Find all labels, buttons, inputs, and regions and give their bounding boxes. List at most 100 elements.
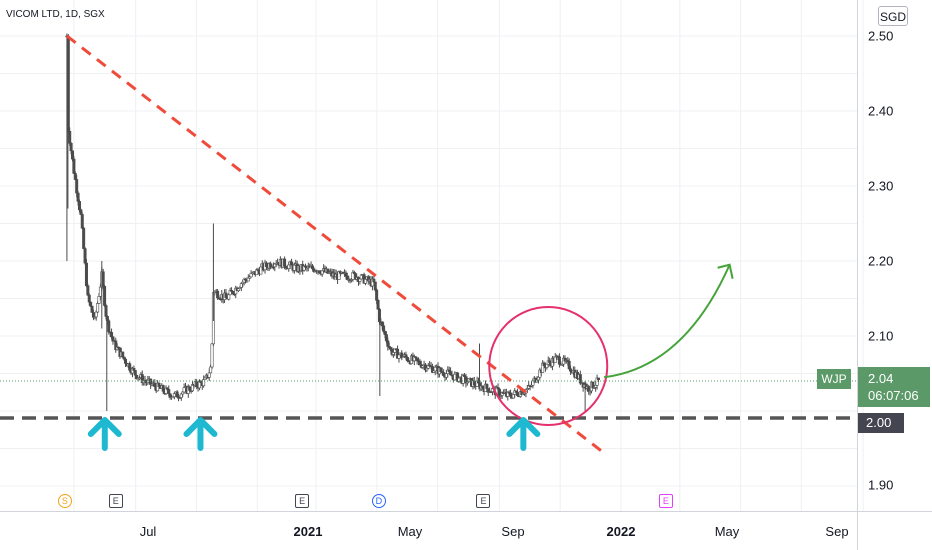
candle-body bbox=[531, 380, 535, 386]
currency-chip[interactable]: SGD bbox=[878, 6, 908, 26]
candle-body bbox=[110, 332, 114, 338]
bar-countdown: 06:07:06 bbox=[868, 388, 919, 403]
candle-body bbox=[210, 343, 214, 368]
candle-body bbox=[239, 283, 243, 288]
support-price-box: 2.00 bbox=[858, 413, 904, 433]
candle-body bbox=[453, 373, 457, 381]
candle-body bbox=[153, 382, 157, 387]
candle-body bbox=[167, 389, 171, 395]
projection-arrow bbox=[603, 264, 731, 379]
candle-body bbox=[283, 258, 287, 267]
candle-body bbox=[90, 305, 94, 313]
candle-body bbox=[227, 294, 231, 300]
candle-body bbox=[567, 360, 571, 370]
candle-body bbox=[80, 214, 84, 229]
event-marker[interactable]: E bbox=[658, 494, 673, 508]
candle-body bbox=[172, 393, 176, 398]
event-marker[interactable]: E bbox=[108, 494, 123, 508]
candle-body bbox=[246, 277, 250, 282]
candle-body bbox=[98, 286, 102, 297]
support-arrow bbox=[183, 417, 218, 451]
candle-body bbox=[91, 312, 95, 318]
candle-body bbox=[231, 290, 235, 295]
candle-body bbox=[391, 352, 395, 355]
candle-body bbox=[384, 334, 388, 342]
candle-body bbox=[82, 227, 86, 249]
candle-body bbox=[75, 179, 79, 194]
candle-body bbox=[128, 363, 132, 371]
candle-body bbox=[133, 370, 137, 376]
candle-body bbox=[442, 372, 446, 376]
candle-body bbox=[320, 270, 324, 275]
candle-body bbox=[596, 377, 600, 380]
event-marker[interactable]: E bbox=[476, 494, 491, 508]
candle-body bbox=[287, 264, 291, 269]
candle-body bbox=[578, 374, 582, 384]
candle-body bbox=[68, 131, 72, 144]
candle-body bbox=[161, 385, 165, 392]
candle-body bbox=[94, 311, 98, 318]
candle-body bbox=[79, 209, 83, 215]
candle-body bbox=[188, 386, 192, 391]
candle-body bbox=[101, 271, 105, 287]
candle-body bbox=[542, 362, 546, 367]
candle-body bbox=[122, 356, 126, 360]
candle-body bbox=[124, 358, 128, 364]
candle-body bbox=[71, 150, 75, 160]
event-marker[interactable]: E bbox=[295, 494, 310, 508]
candle-body bbox=[415, 357, 419, 361]
event-marker[interactable]: D bbox=[371, 494, 386, 508]
y-tick-label: 2.50 bbox=[868, 28, 894, 44]
candle-body bbox=[317, 270, 321, 274]
candle-body bbox=[375, 289, 379, 301]
candle-body bbox=[439, 367, 443, 372]
candle-body bbox=[83, 248, 87, 264]
candle-body bbox=[536, 376, 540, 381]
candle-body bbox=[207, 372, 211, 378]
y-tick-label: 2.40 bbox=[868, 103, 894, 119]
candle-body bbox=[72, 158, 76, 174]
candle-body bbox=[209, 366, 213, 374]
candle-body bbox=[344, 272, 348, 277]
candle-body bbox=[87, 294, 91, 303]
candle-body bbox=[444, 373, 448, 378]
candle-body bbox=[418, 360, 422, 365]
candle-body bbox=[86, 285, 90, 296]
candle-body bbox=[89, 301, 93, 307]
candle-body bbox=[569, 368, 573, 372]
candle-body bbox=[380, 321, 384, 327]
candle-body bbox=[121, 351, 125, 358]
candle-body bbox=[553, 356, 557, 363]
candle-body bbox=[73, 173, 77, 180]
candle-body bbox=[511, 394, 515, 399]
candle-body bbox=[449, 371, 453, 376]
candle-body bbox=[216, 290, 220, 299]
candle-body bbox=[175, 391, 179, 398]
candle-body bbox=[383, 331, 387, 335]
indicator-tag: WJP bbox=[817, 369, 851, 389]
candle-body bbox=[96, 303, 100, 313]
candle-body bbox=[202, 379, 206, 387]
candle-body bbox=[372, 278, 376, 283]
candle-body bbox=[179, 393, 183, 398]
candle-body bbox=[497, 388, 501, 397]
candle-body bbox=[310, 265, 314, 270]
candle-body bbox=[373, 281, 377, 291]
candle-body bbox=[259, 266, 263, 275]
x-tick-label: 2022 bbox=[606, 524, 636, 539]
candle-body bbox=[405, 357, 409, 362]
event-marker[interactable]: S bbox=[57, 494, 72, 508]
x-tick-label: Jul bbox=[139, 524, 157, 539]
y-tick-label: 2.30 bbox=[868, 178, 894, 194]
candle-body bbox=[376, 299, 380, 310]
candle-body bbox=[157, 382, 161, 387]
candle-body bbox=[84, 262, 88, 287]
candle-body bbox=[382, 325, 386, 332]
symbol-label: VICOM LTD, 1D, SGX bbox=[6, 9, 105, 20]
support-arrow bbox=[87, 417, 122, 451]
breakout-circle bbox=[488, 306, 609, 426]
candle-body bbox=[404, 354, 408, 358]
candle-body bbox=[224, 292, 228, 298]
